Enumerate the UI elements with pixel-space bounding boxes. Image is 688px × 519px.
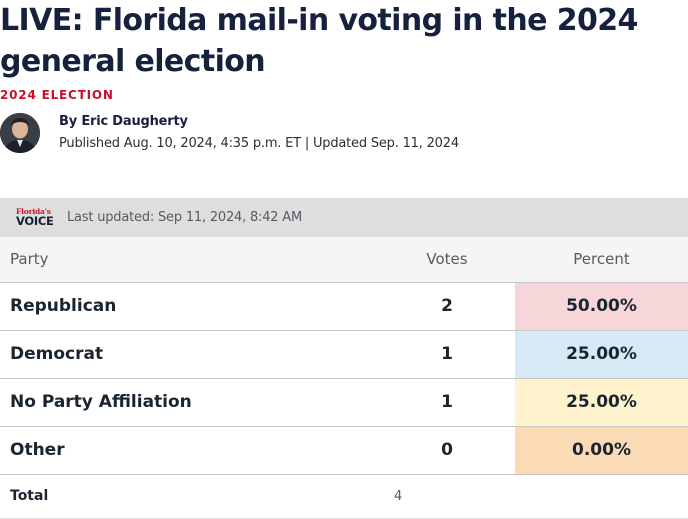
table-row: Other 0 0.00%: [0, 426, 688, 475]
author-prefix: By: [59, 114, 77, 129]
party-votes: 1: [379, 378, 515, 427]
party-votes: 2: [379, 282, 515, 331]
author-avatar[interactable]: [0, 113, 40, 153]
party-percent: 50.00%: [515, 282, 688, 331]
author-line: By Eric Daugherty: [59, 114, 188, 130]
article-headline: LIVE: Florida mail-in voting in the 2024…: [0, 3, 638, 79]
party-percent: 0.00%: [515, 426, 688, 475]
logo-top-text: Florida's: [16, 207, 51, 216]
table-row: Republican 2 50.00%: [0, 282, 688, 331]
party-votes: 1: [379, 330, 515, 379]
table-row: Democrat 1 25.00%: [0, 330, 688, 379]
party-name: No Party Affiliation: [0, 378, 379, 427]
party-name: Other: [0, 426, 379, 475]
party-percent: 25.00%: [515, 330, 688, 379]
results-header-bar: Florida's VOICE Last updated: Sep 11, 20…: [0, 198, 688, 237]
publish-date: Published Aug. 10, 2024, 4:35 p.m. ET | …: [59, 136, 459, 151]
table-row: No Party Affiliation 1 25.00%: [0, 378, 688, 427]
category-tag[interactable]: 2024 ELECTION: [0, 88, 114, 102]
header-votes: Votes: [379, 237, 515, 283]
last-updated: Last updated: Sep 11, 2024, 8:42 AM: [67, 210, 303, 225]
party-name: Republican: [0, 282, 379, 331]
total-votes: 4: [379, 474, 688, 519]
party-votes: 0: [379, 426, 515, 475]
author-photo-icon: [0, 113, 40, 153]
results-table: Party Votes Percent Republican 2 50.00% …: [0, 237, 688, 519]
header-party: Party: [0, 237, 379, 283]
header-percent: Percent: [515, 237, 688, 283]
floridas-voice-logo: Florida's VOICE: [16, 207, 58, 229]
total-row: Total 4: [0, 474, 688, 519]
author-name[interactable]: Eric Daugherty: [81, 114, 188, 129]
party-percent: 25.00%: [515, 378, 688, 427]
byline: By Eric Daugherty Published Aug. 10, 202…: [0, 113, 688, 155]
table-header-row: Party Votes Percent: [0, 237, 688, 283]
logo-bottom-text: VOICE: [16, 214, 54, 228]
total-label: Total: [0, 474, 379, 519]
party-name: Democrat: [0, 330, 379, 379]
